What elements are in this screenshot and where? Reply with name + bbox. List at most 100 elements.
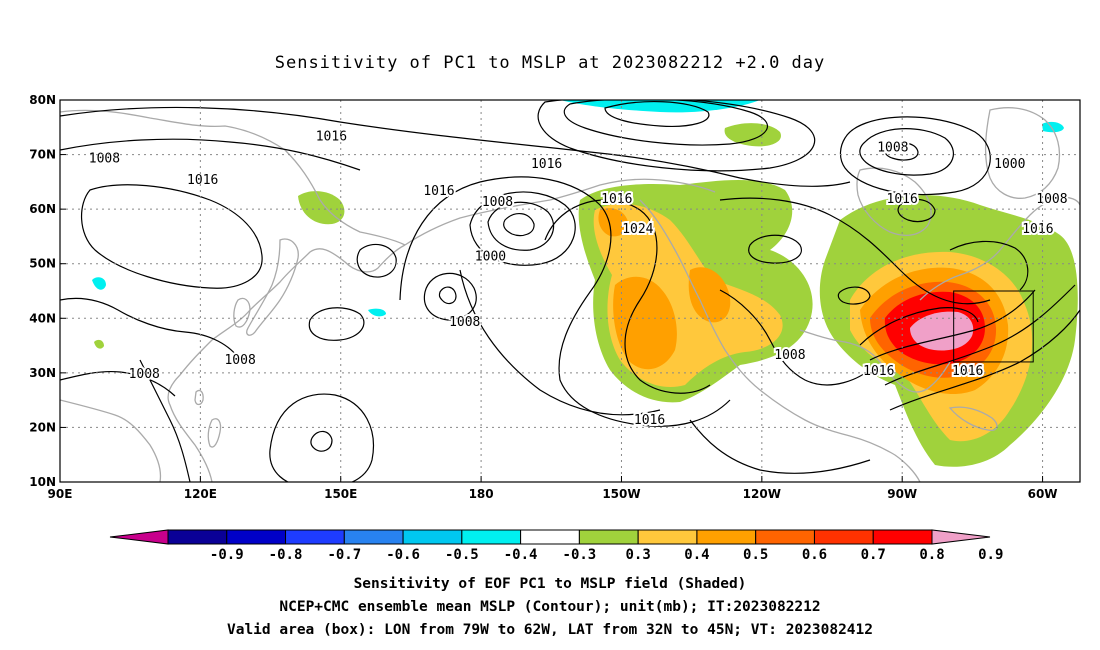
contour-greenland-low-3 bbox=[839, 116, 991, 196]
map-frame bbox=[59, 99, 1081, 483]
colorbar-arrow-left bbox=[109, 529, 169, 545]
contour-label: 1008 bbox=[877, 140, 908, 155]
caption-line-2: NCEP+CMC ensemble mean MSLP (Contour); u… bbox=[279, 599, 820, 615]
shade-cyan-asia bbox=[92, 277, 106, 290]
contour-na-small bbox=[837, 286, 871, 305]
contour-westpac-1008b bbox=[60, 370, 176, 397]
contour-label: 1008 bbox=[482, 195, 513, 210]
colorbar-segment bbox=[872, 529, 933, 545]
contour-labels: 1016 1008 1016 1016 1016 1008 1000 1016 1024 1008… bbox=[87, 127, 1070, 430]
contour-pacific-low-2 bbox=[423, 272, 477, 321]
shade-dkorange-pacific-3 bbox=[598, 208, 629, 237]
lat-tick-label: 20N bbox=[29, 420, 56, 434]
colorbar-label: 0.7 bbox=[861, 547, 886, 563]
colorbar-segment bbox=[520, 529, 580, 545]
contour-mid-1016 bbox=[459, 269, 661, 416]
coastline-korea bbox=[233, 297, 251, 328]
colorbar-segment bbox=[461, 529, 522, 545]
colorbar-segment bbox=[578, 529, 639, 545]
contour-label: 1008 bbox=[224, 353, 255, 368]
lat-tick-label: 40N bbox=[29, 311, 56, 325]
colorbar-label: 0.6 bbox=[802, 547, 827, 563]
contour-label: 1008 bbox=[89, 151, 120, 166]
contour-na-1016 bbox=[719, 197, 991, 305]
lon-tick-label: 120W bbox=[743, 487, 781, 501]
coastline-taiwan bbox=[194, 389, 204, 406]
lat-tick-label: 70N bbox=[29, 148, 56, 162]
contour-atl-4 bbox=[889, 309, 1080, 411]
shade-dkorange-pacific bbox=[613, 276, 677, 370]
contour-bering-low-2 bbox=[487, 201, 554, 251]
colorbar-label: -0.7 bbox=[327, 547, 361, 563]
shade-green-westpac bbox=[94, 339, 104, 349]
contour-label: 1016 bbox=[423, 184, 454, 199]
map-plot-area: 1016 1008 1016 1016 1016 1008 1000 1016 1024 1008… bbox=[29, 93, 1081, 501]
contour-south-ring bbox=[269, 393, 374, 482]
shade-cyan-ne bbox=[1042, 121, 1064, 133]
contour-label: 1016 bbox=[887, 192, 918, 207]
colorbar-segment bbox=[402, 529, 463, 545]
colorbar-label: -0.9 bbox=[210, 547, 244, 563]
lat-tick-label: 60N bbox=[29, 202, 56, 216]
contour-bering-low-1 bbox=[503, 213, 535, 237]
contour-label: 1016 bbox=[601, 192, 632, 207]
contour-label: 1016 bbox=[531, 157, 562, 172]
contour-westpac-1008 bbox=[60, 297, 241, 361]
coastline-indochina bbox=[60, 399, 162, 482]
coastline-asia-north bbox=[60, 109, 406, 246]
lon-tick-label: 90W bbox=[887, 487, 917, 501]
contour-south-small bbox=[310, 430, 333, 452]
contour-label: 1024 bbox=[622, 222, 653, 237]
colorbar-label: 0.4 bbox=[684, 547, 709, 563]
caption-line-3: Valid area (box): LON from 79W to 62W, L… bbox=[227, 622, 873, 638]
shade-pink-atlantic bbox=[910, 311, 974, 351]
lat-tick-label: 10N bbox=[29, 475, 56, 489]
contour-label: 1016 bbox=[1022, 222, 1053, 237]
contour-label: 1008 bbox=[129, 367, 160, 382]
lat-tick-label: 30N bbox=[29, 366, 56, 380]
shade-cyan-pacific bbox=[368, 308, 386, 317]
valid-area-box bbox=[953, 290, 1034, 363]
coastline-hudson bbox=[856, 167, 932, 236]
contour-east-pac bbox=[689, 419, 871, 474]
lon-tick-label: 150W bbox=[602, 487, 640, 501]
colorbar-label: -0.4 bbox=[504, 547, 538, 563]
contour-label: 1008 bbox=[1036, 192, 1067, 207]
colorbar-segment bbox=[813, 529, 874, 545]
colorbar-segment bbox=[755, 529, 815, 545]
lon-tick-label: 120E bbox=[184, 487, 217, 501]
contour-na-ring bbox=[748, 234, 802, 264]
contour-hudson-low bbox=[897, 198, 936, 223]
lon-tick-label: 90E bbox=[48, 487, 73, 501]
contour-label: 1016 bbox=[952, 364, 983, 379]
colorbar-segment bbox=[167, 529, 228, 545]
lat-tick-label: 50N bbox=[29, 257, 56, 271]
colorbar-label: 0.8 bbox=[919, 547, 944, 563]
coastline-japan bbox=[246, 238, 299, 336]
contour-label: 1000 bbox=[994, 157, 1025, 172]
colorbar-label: -0.8 bbox=[269, 547, 303, 563]
contour-label: 1008 bbox=[449, 315, 480, 330]
contour-pacific-trough bbox=[399, 176, 731, 427]
mslp-contours bbox=[60, 100, 1080, 482]
lon-tick-label: 60W bbox=[1028, 487, 1058, 501]
map-gridlines bbox=[60, 100, 1080, 482]
colorbar-arrow-right bbox=[931, 529, 991, 545]
colorbar-label: -0.6 bbox=[386, 547, 420, 563]
contour-label: 1000 bbox=[475, 250, 506, 265]
map-axis-ticks: 90E 120E 150E 180 150W 120W 90W 60W 80N 70N 60N 50N… bbox=[29, 93, 1057, 501]
colorbar-segment bbox=[285, 529, 345, 545]
colorbar-label: 0.3 bbox=[626, 547, 651, 563]
contour-asia-small bbox=[356, 243, 397, 278]
colorbar-label: -0.5 bbox=[445, 547, 479, 563]
contour-label: 1016 bbox=[863, 364, 894, 379]
contour-east-asia bbox=[139, 359, 191, 482]
contour-label: 1016 bbox=[634, 413, 665, 428]
contour-arctic-low-1 bbox=[604, 101, 710, 127]
contour-bering-low-3 bbox=[469, 191, 576, 266]
contour-asia-ring bbox=[80, 184, 263, 289]
contour-atl-3 bbox=[884, 284, 1076, 386]
map-title: Sensitivity of PC1 to MSLP at 2023082212… bbox=[275, 53, 826, 73]
colorbar-segment bbox=[343, 529, 404, 545]
